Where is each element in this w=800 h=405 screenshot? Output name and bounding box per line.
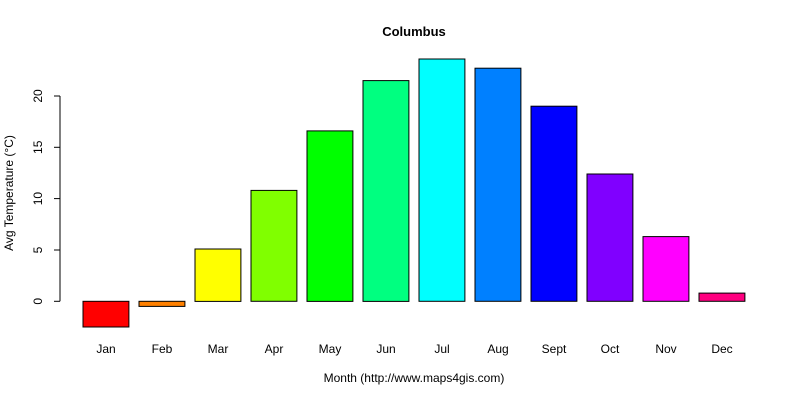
x-tick-label: Mar bbox=[208, 342, 229, 356]
y-tick-label: 15 bbox=[31, 140, 45, 154]
y-axis-title: Avg Temperature (°C) bbox=[2, 135, 16, 251]
x-tick-label: Jun bbox=[376, 342, 395, 356]
x-tick-label: May bbox=[319, 342, 342, 356]
x-axis-labels: Jan Feb Mar Apr May Jun Jul Aug Sept Oct Nov Dec bbox=[96, 342, 732, 356]
bar-apr bbox=[250, 189, 298, 302]
chart-title: Columbus bbox=[382, 24, 446, 39]
bar-jun bbox=[362, 80, 410, 302]
bar-aug bbox=[474, 67, 522, 302]
x-tick-label: Sept bbox=[542, 342, 567, 356]
bar-mar bbox=[194, 248, 242, 302]
y-tick-label: 0 bbox=[31, 298, 45, 305]
x-tick-label: Oct bbox=[601, 342, 620, 356]
bar-sept bbox=[530, 105, 578, 302]
bar-jul bbox=[418, 58, 466, 302]
y-tick-label: 10 bbox=[31, 192, 45, 206]
y-axis: 0 5 10 15 20 bbox=[31, 89, 61, 305]
bar-may bbox=[306, 130, 354, 302]
bar-jan bbox=[82, 300, 130, 328]
x-tick-label: Nov bbox=[655, 342, 676, 356]
x-tick-label: Apr bbox=[265, 342, 284, 356]
bar-nov bbox=[642, 236, 690, 302]
x-tick-label: Dec bbox=[711, 342, 732, 356]
x-tick-label: Jul bbox=[434, 342, 449, 356]
bars-group bbox=[82, 58, 746, 328]
bar-oct bbox=[586, 173, 634, 302]
y-tick-label: 20 bbox=[31, 89, 45, 103]
x-tick-label: Jan bbox=[96, 342, 115, 356]
x-axis-title: Month (http://www.maps4gis.com) bbox=[324, 371, 505, 385]
bar-dec bbox=[698, 292, 746, 302]
x-tick-label: Feb bbox=[152, 342, 173, 356]
bar-feb bbox=[138, 300, 186, 307]
y-tick-label: 5 bbox=[31, 246, 45, 253]
x-tick-label: Aug bbox=[487, 342, 508, 356]
